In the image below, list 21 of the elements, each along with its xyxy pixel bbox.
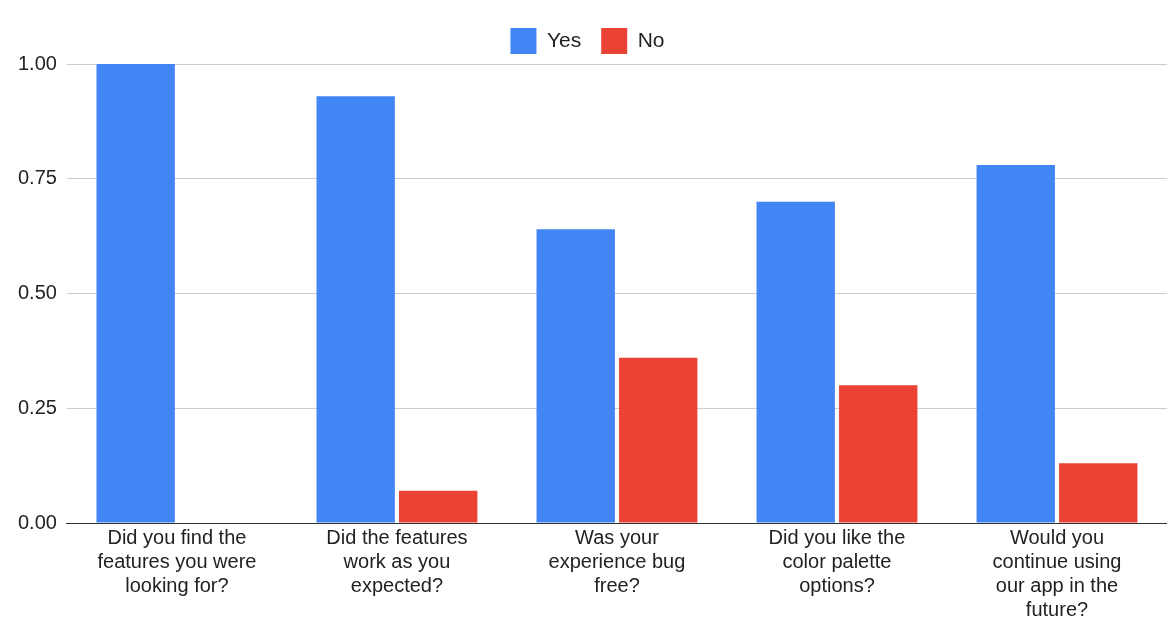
bar bbox=[839, 385, 918, 523]
bar bbox=[619, 357, 698, 523]
bar bbox=[316, 96, 395, 523]
x-tick-label: Did you like the color palette options? bbox=[768, 525, 906, 596]
bar bbox=[399, 490, 478, 523]
x-tick-label: Did you find the features you were looking for? bbox=[97, 525, 257, 596]
bar bbox=[756, 201, 835, 523]
y-tick-label: 1.00 bbox=[17, 51, 57, 74]
y-tick-label: 0.00 bbox=[17, 510, 57, 533]
bar bbox=[976, 164, 1055, 523]
bar bbox=[1059, 463, 1138, 523]
legend-label: No bbox=[637, 27, 665, 51]
y-tick-label: 0.50 bbox=[17, 281, 57, 304]
x-tick-label: Would you continue using our app in the future? bbox=[992, 525, 1122, 620]
x-tick-label: Did the features work as you expected? bbox=[326, 525, 468, 596]
y-tick-label: 0.25 bbox=[17, 395, 57, 418]
legend-label: Yes bbox=[546, 27, 582, 51]
bar bbox=[536, 229, 615, 523]
y-tick-label: 0.75 bbox=[17, 166, 57, 189]
bar bbox=[96, 64, 175, 523]
x-tick-label: Was your experience bug free? bbox=[548, 525, 686, 596]
